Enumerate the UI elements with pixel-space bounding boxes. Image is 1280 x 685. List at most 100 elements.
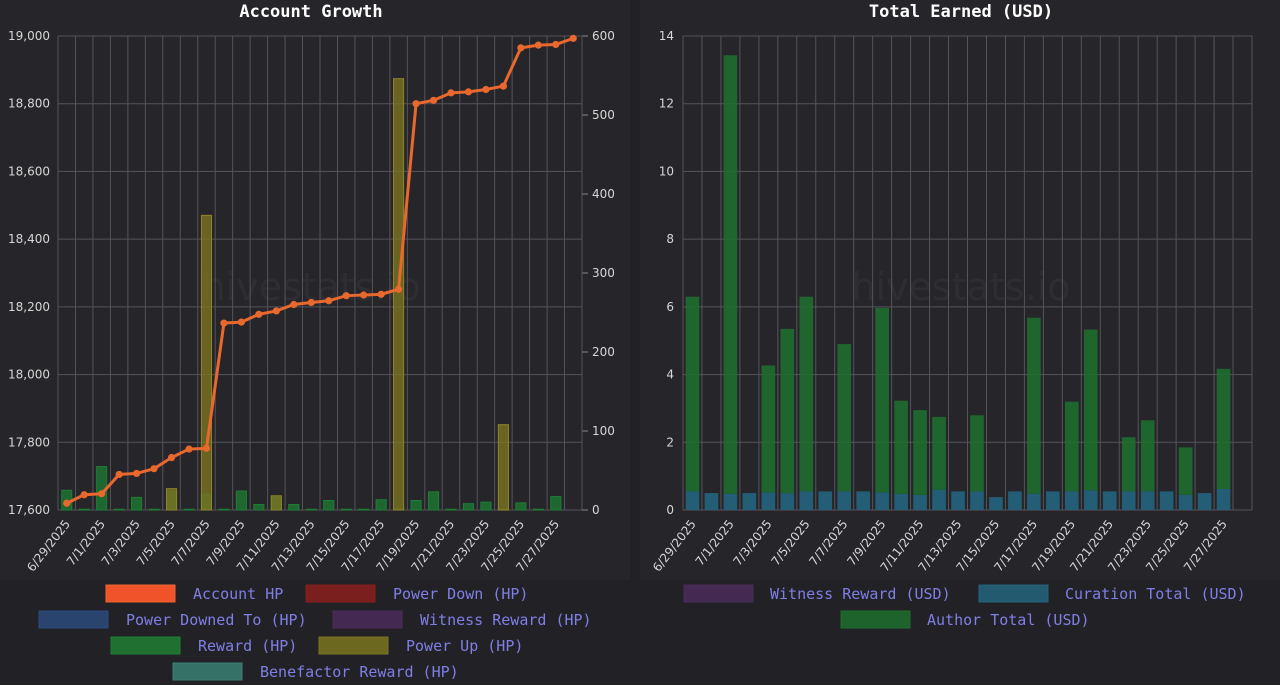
left-y-tick-label: 18,200 (8, 300, 50, 314)
curation-total-bar (1064, 491, 1079, 510)
author-total-bar (875, 307, 889, 493)
curation-total-bar (780, 493, 795, 510)
account-hp-point (534, 41, 542, 49)
reward-hp-bar (305, 508, 317, 511)
curation-total-bar (685, 491, 700, 510)
curation-total-bar (742, 493, 757, 510)
left-y-tick-label: 18,600 (8, 164, 50, 178)
legend-swatch (683, 584, 754, 603)
account-hp-point (482, 85, 490, 94)
account-hp-point (342, 292, 350, 300)
legend-label: Witness Reward (USD) (770, 585, 951, 603)
curation-total-bar (1216, 489, 1231, 510)
legend-swatch (38, 610, 109, 629)
right-y-tick-label: 12 (659, 97, 674, 111)
power-up-hp-bar (393, 78, 405, 511)
right-y-tick-label: 600 (592, 29, 615, 43)
account-hp-point (202, 444, 211, 452)
right-y-tick-label: 0 (666, 503, 674, 517)
author-total-bar (799, 296, 814, 492)
account-hp-point (447, 89, 455, 97)
curation-total-bar (951, 491, 965, 510)
legend-swatch (110, 636, 181, 655)
right-y-tick-label: 4 (666, 368, 674, 382)
right-y-tick-label: 10 (659, 164, 674, 178)
account-hp-point (464, 88, 473, 96)
left-y-tick-label: 17,800 (8, 435, 50, 449)
right-y-tick-label: 8 (666, 232, 674, 246)
author-total-bar (913, 410, 927, 495)
reward-hp-bar (78, 508, 90, 511)
account-growth-legend: Account HP Power Down (HP) Power Downed To… (38, 584, 592, 681)
legend-swatch (172, 662, 243, 681)
left-y-tick-label: 19,000 (8, 29, 50, 43)
account-hp-point (115, 470, 123, 479)
author-total-bar (723, 55, 738, 494)
curation-total-bar (1027, 493, 1041, 510)
left-y-tick-label: 18,800 (8, 97, 50, 111)
legend-label: Reward (HP) (198, 637, 297, 655)
reward-hp-bar (462, 503, 475, 511)
curation-total-bar (818, 491, 833, 510)
legend-swatch (105, 584, 176, 603)
reward-hp-bar (113, 508, 125, 511)
author-total-bar (761, 365, 776, 493)
curation-total-bar (723, 493, 738, 510)
account-hp-point (517, 44, 525, 52)
reward-hp-bar (550, 496, 562, 511)
left-y-tick-label: 18,000 (8, 368, 50, 382)
legend-label: Author Total (USD) (927, 611, 1090, 629)
account-hp-point (412, 100, 420, 108)
left-y-tick-label: 17,600 (8, 503, 50, 517)
curation-total-bar (1178, 494, 1193, 510)
curation-total-bar (761, 492, 776, 510)
author-total-bar (1216, 368, 1231, 490)
left-y-tick-label: 18,400 (8, 232, 50, 246)
account-hp-point (552, 40, 560, 49)
curation-total-bar (1102, 491, 1117, 510)
right-y-tick-label: 0 (592, 503, 600, 517)
author-total-bar (837, 344, 852, 492)
reward-hp-bar (532, 508, 544, 511)
power-up-hp-bar (497, 424, 509, 511)
curation-total-bar (837, 491, 852, 510)
legend-label: Power Up (HP) (406, 637, 523, 655)
curation-total-bar (970, 491, 984, 510)
reward-hp-bar (131, 496, 143, 511)
power-up-hp-bar (270, 495, 282, 511)
account-hp-point (377, 290, 385, 298)
right-y-tick-label: 14 (659, 29, 674, 43)
curation-total-bar (1159, 491, 1174, 510)
author-total-bar (932, 416, 946, 490)
right-watermark: hivestats.io (851, 265, 1070, 309)
reward-hp-bar (445, 508, 457, 511)
curation-total-bar (875, 492, 889, 510)
legend-label: Power Down (HP) (393, 585, 528, 603)
account-hp-point (133, 469, 141, 478)
account-hp-point (499, 82, 507, 90)
account-hp-point (429, 96, 438, 104)
account-hp-point (272, 307, 280, 315)
account-hp-point (237, 318, 245, 326)
right-y-tick-label: 500 (592, 108, 615, 122)
curation-total-bar (932, 489, 946, 510)
account-hp-point (569, 34, 577, 42)
reward-hp-bar (480, 501, 492, 511)
account-hp-point (80, 491, 88, 499)
reward-hp-bar (323, 500, 335, 511)
account-hp-point (360, 291, 368, 299)
account-hp-point (395, 285, 403, 293)
account-hp-point (307, 298, 315, 307)
author-total-bar (1064, 401, 1079, 492)
author-total-bar (780, 328, 795, 494)
reward-hp-bar (410, 500, 422, 511)
legend-swatch (305, 584, 376, 603)
reward-hp-bar (340, 508, 352, 511)
right-y-tick-label: 300 (592, 266, 615, 280)
curation-total-bar (989, 497, 1003, 510)
account-hp-point (63, 499, 71, 507)
reward-hp-bar (218, 508, 230, 511)
power-up-hp-bar (165, 488, 178, 511)
right-y-tick-label: 200 (592, 345, 615, 359)
